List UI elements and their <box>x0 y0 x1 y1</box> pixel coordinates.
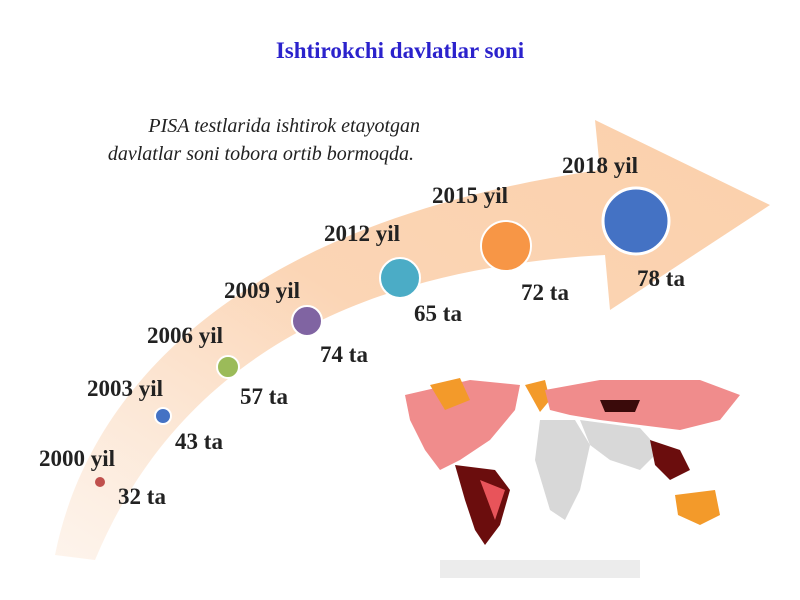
milestone-dot <box>95 477 105 487</box>
world-map <box>405 378 740 578</box>
year-label: 2003 yil <box>87 376 163 401</box>
year-label: 2006 yil <box>147 323 223 348</box>
subtitle-line: davlatlar soni tobora ortib bormoqda. <box>108 143 414 165</box>
count-label: 65 ta <box>414 301 462 326</box>
milestone-dot <box>154 407 172 425</box>
milestone-dot <box>601 186 671 256</box>
year-label: 2009 yil <box>224 278 300 303</box>
growth-arrow <box>55 120 770 560</box>
title: Ishtirokchi davlatlar soni <box>276 38 525 63</box>
count-label: 74 ta <box>320 342 368 367</box>
count-label: 43 ta <box>175 429 223 454</box>
milestone-dot <box>216 355 240 379</box>
subtitle-line: PISA testlarida ishtirok etayotgan <box>147 115 420 137</box>
milestone-dot <box>291 305 323 337</box>
year-label: 2015 yil <box>432 183 508 208</box>
milestone-dot <box>480 220 532 272</box>
count-label: 57 ta <box>240 384 288 409</box>
count-label: 72 ta <box>521 280 569 305</box>
milestone-dot <box>379 257 421 299</box>
year-label: 2012 yil <box>324 221 400 246</box>
year-label: 2018 yil <box>562 153 638 178</box>
count-label: 78 ta <box>637 266 685 291</box>
count-label: 32 ta <box>118 484 166 509</box>
year-label: 2000 yil <box>39 446 115 471</box>
